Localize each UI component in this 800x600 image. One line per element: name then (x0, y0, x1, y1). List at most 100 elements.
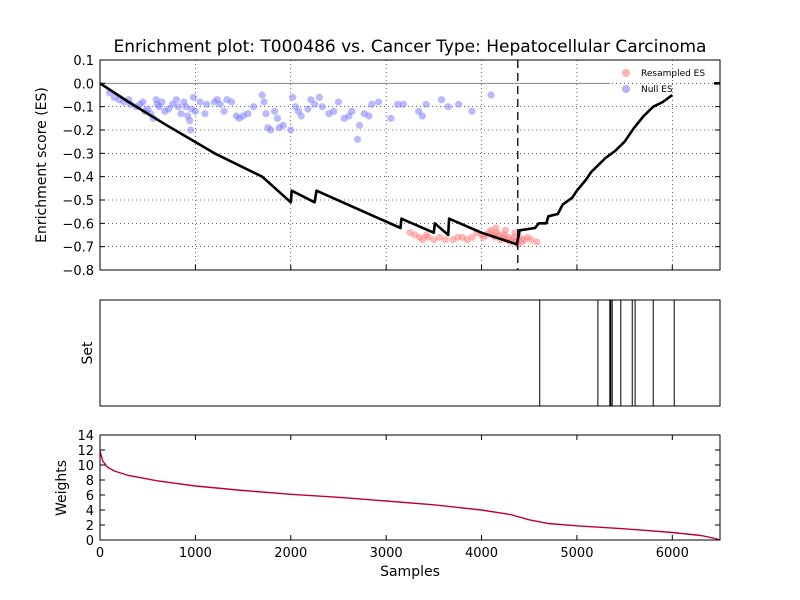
null-es-point (330, 107, 338, 115)
null-es-point (374, 98, 383, 106)
resampled-es-point (511, 229, 519, 237)
weights-y-tick-label: 12 (77, 444, 94, 459)
legend-label-null: Null ES (641, 85, 673, 95)
legend-marker-null (622, 85, 630, 93)
null-es-point (196, 98, 204, 106)
x-tick-label: 1000 (179, 546, 212, 561)
resampled-es-point (424, 233, 432, 241)
resampled-es-point (441, 236, 449, 244)
es-y-axis-label: Enrichment score (ES) (34, 87, 50, 243)
resampled-es-point (501, 226, 509, 234)
legend: Resampled ES Null ES (622, 69, 705, 95)
null-es-point (267, 126, 275, 134)
null-es-point (444, 103, 452, 111)
null-es-point (399, 100, 407, 108)
null-es-point (270, 107, 279, 115)
resampled-es-point (435, 233, 444, 241)
null-es-point (365, 112, 373, 120)
es-y-tick-label: −0.7 (62, 241, 94, 256)
es-y-tick-label: −0.4 (62, 171, 94, 186)
null-es-point (186, 117, 194, 125)
null-es-point (368, 100, 376, 108)
weights-y-tick-label: 14 (77, 429, 94, 444)
resampled-es-point (468, 233, 476, 241)
x-tick-label: 5000 (560, 546, 593, 561)
null-es-point (468, 107, 476, 115)
resampled-es-point (430, 236, 438, 244)
x-tick-label: 2000 (274, 546, 307, 561)
null-es-point (304, 105, 312, 113)
null-es-point (203, 100, 211, 108)
weights-line-group (99, 451, 721, 541)
null-es-point (260, 98, 268, 106)
null-es-point (315, 93, 323, 101)
null-es-points (105, 89, 495, 143)
legend-marker-resampled (622, 69, 630, 77)
es-panel: 0.1 0.0 −0.1 −0.2 −0.3 −0.4 −0.5 −0.6 −0.7 −0.8 E… (34, 54, 721, 279)
null-es-point (220, 107, 228, 115)
null-es-point (394, 100, 402, 108)
weights-y-tick-label: 2 (86, 519, 94, 534)
null-es-point (201, 110, 209, 118)
es-y-tick-label: −0.2 (62, 124, 94, 139)
null-es-point (187, 126, 195, 134)
null-es-point (297, 112, 305, 120)
null-es-point (262, 110, 270, 118)
weights-line (99, 451, 721, 541)
null-es-point (172, 96, 180, 104)
set-panel: Set (80, 299, 721, 407)
es-y-tick-label: −0.8 (62, 264, 94, 279)
null-es-point (189, 93, 198, 101)
null-es-point (174, 103, 182, 111)
set-y-axis-label: Set (80, 341, 96, 365)
set-lines (539, 300, 675, 406)
weights-y-tick-label: 8 (86, 474, 94, 489)
null-es-point (353, 135, 362, 143)
null-es-point (355, 121, 364, 129)
null-es-point (422, 100, 430, 108)
null-es-point (177, 110, 185, 118)
es-y-ticks: 0.1 0.0 −0.1 −0.2 −0.3 −0.4 −0.5 −0.6 −0.7 −0.8 (62, 54, 720, 279)
x-tick-label: 0 (96, 546, 104, 561)
null-es-point (258, 91, 266, 99)
es-y-tick-label: −0.1 (62, 101, 94, 116)
es-panel-frame (99, 59, 721, 271)
null-es-point (287, 126, 295, 134)
weights-y-tick-label: 6 (86, 489, 94, 504)
x-tick-label: 6000 (656, 546, 689, 561)
x-tick-label: 4000 (465, 546, 498, 561)
null-es-point (158, 98, 166, 106)
es-y-tick-label: −0.5 (62, 194, 94, 209)
es-y-tick-label: 0.0 (73, 77, 94, 92)
null-es-point (311, 100, 319, 108)
null-es-point (334, 98, 343, 106)
null-es-point (279, 121, 287, 129)
resampled-es-point (527, 236, 535, 244)
resampled-es-point (492, 224, 500, 232)
null-es-point (216, 100, 224, 108)
null-es-point (455, 100, 463, 108)
es-y-tick-label: −0.6 (62, 217, 94, 232)
legend-label-resampled: Resampled ES (641, 69, 705, 79)
null-es-point (273, 114, 282, 122)
weights-y-axis-label: Weights (54, 460, 70, 516)
chart-title: Enrichment plot: T000486 vs. Cancer Type… (114, 37, 707, 57)
null-es-point (191, 107, 199, 115)
weights-x-ticks: 0 1000 2000 3000 4000 5000 6000 (96, 435, 689, 561)
null-es-point (437, 96, 446, 104)
resampled-es-point (533, 238, 541, 246)
weights-y-tick-label: 0 (86, 534, 94, 549)
null-es-point (249, 103, 258, 111)
weights-y-tick-label: 4 (86, 504, 94, 519)
es-line (99, 82, 674, 246)
null-es-point (487, 91, 495, 99)
weights-panel-background (100, 435, 720, 540)
null-es-point (348, 107, 356, 115)
null-es-point (387, 114, 395, 122)
set-panel-background (100, 300, 720, 406)
weights-y-tick-label: 10 (77, 459, 94, 474)
null-es-point (418, 112, 426, 120)
